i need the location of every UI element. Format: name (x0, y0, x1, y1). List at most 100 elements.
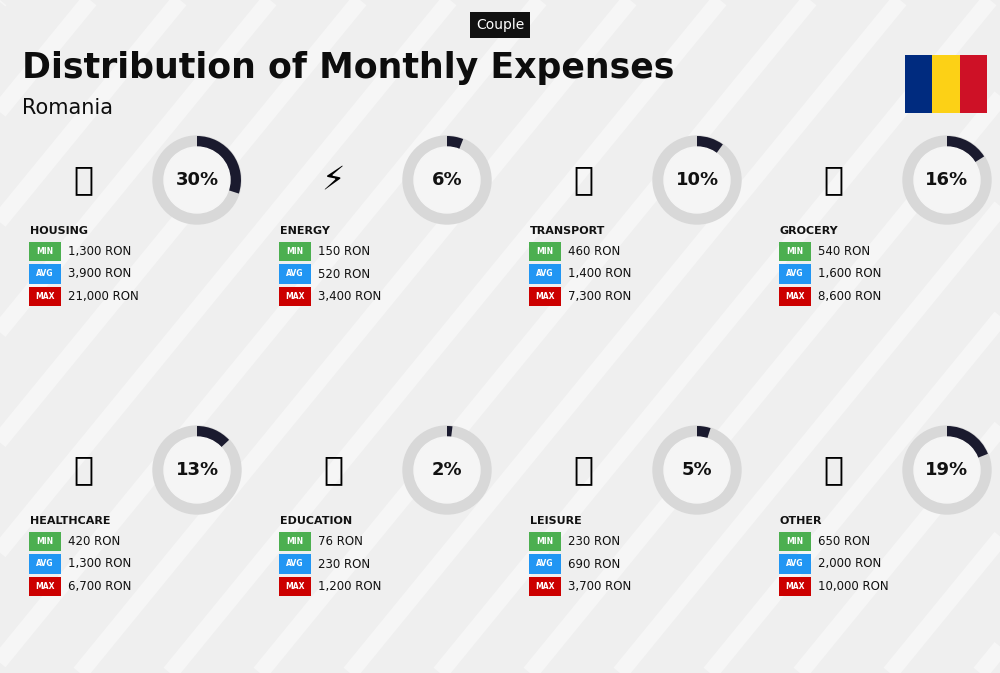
Text: 690 RON: 690 RON (568, 557, 620, 571)
Text: 650 RON: 650 RON (818, 535, 870, 548)
Text: 🛍: 🛍 (573, 454, 593, 487)
Text: MIN: MIN (536, 247, 554, 256)
Text: MIN: MIN (36, 537, 54, 546)
Circle shape (414, 147, 480, 213)
Text: MIN: MIN (536, 537, 554, 546)
Circle shape (153, 426, 241, 514)
Circle shape (653, 426, 741, 514)
Circle shape (153, 136, 241, 224)
Text: 420 RON: 420 RON (68, 535, 120, 548)
FancyBboxPatch shape (29, 287, 61, 306)
Text: 📚: 📚 (323, 454, 343, 487)
Text: 🩺: 🩺 (73, 454, 93, 487)
Text: 2,000 RON: 2,000 RON (818, 557, 881, 571)
Text: AVG: AVG (286, 269, 304, 279)
FancyBboxPatch shape (29, 264, 61, 284)
Text: MAX: MAX (35, 292, 55, 301)
Text: 1,300 RON: 1,300 RON (68, 557, 131, 571)
Text: ⚡: ⚡ (321, 164, 345, 197)
Text: 520 RON: 520 RON (318, 267, 370, 281)
FancyBboxPatch shape (279, 264, 311, 284)
Circle shape (914, 437, 980, 503)
Text: 19%: 19% (925, 461, 969, 479)
Text: MIN: MIN (36, 247, 54, 256)
Text: 230 RON: 230 RON (568, 535, 620, 548)
Text: 230 RON: 230 RON (318, 557, 370, 571)
FancyBboxPatch shape (29, 555, 61, 574)
Text: OTHER: OTHER (780, 516, 822, 526)
FancyBboxPatch shape (29, 242, 61, 261)
Text: 13%: 13% (175, 461, 219, 479)
Text: 1,600 RON: 1,600 RON (818, 267, 881, 281)
Circle shape (164, 147, 230, 213)
Text: 30%: 30% (175, 171, 219, 189)
Text: MAX: MAX (285, 292, 305, 301)
Text: AVG: AVG (786, 559, 804, 569)
Text: HOUSING: HOUSING (30, 226, 88, 236)
Text: MAX: MAX (285, 582, 305, 591)
Text: 3,700 RON: 3,700 RON (568, 580, 631, 593)
Text: Romania: Romania (22, 98, 113, 118)
FancyBboxPatch shape (779, 577, 811, 596)
FancyBboxPatch shape (779, 532, 811, 551)
Text: GROCERY: GROCERY (780, 226, 839, 236)
Text: MIN: MIN (786, 247, 804, 256)
Text: 🚌: 🚌 (573, 164, 593, 197)
Wedge shape (697, 136, 723, 153)
Text: LEISURE: LEISURE (530, 516, 582, 526)
Text: 8,600 RON: 8,600 RON (818, 290, 881, 303)
FancyBboxPatch shape (29, 577, 61, 596)
Circle shape (403, 136, 491, 224)
FancyBboxPatch shape (960, 55, 987, 113)
Text: MIN: MIN (786, 537, 804, 546)
Circle shape (664, 437, 730, 503)
Text: MAX: MAX (535, 582, 555, 591)
FancyBboxPatch shape (529, 264, 561, 284)
FancyBboxPatch shape (779, 287, 811, 306)
FancyBboxPatch shape (279, 242, 311, 261)
Circle shape (653, 136, 741, 224)
Text: ENERGY: ENERGY (280, 226, 330, 236)
Text: 3,900 RON: 3,900 RON (68, 267, 131, 281)
Circle shape (664, 147, 730, 213)
Text: MAX: MAX (785, 582, 805, 591)
FancyBboxPatch shape (279, 577, 311, 596)
FancyBboxPatch shape (529, 287, 561, 306)
Text: MIN: MIN (286, 247, 304, 256)
Text: EDUCATION: EDUCATION (280, 516, 352, 526)
Text: AVG: AVG (286, 559, 304, 569)
Circle shape (914, 147, 980, 213)
Text: 10%: 10% (675, 171, 719, 189)
Circle shape (414, 437, 480, 503)
Text: 7,300 RON: 7,300 RON (568, 290, 631, 303)
Text: Couple: Couple (476, 18, 524, 32)
Text: AVG: AVG (36, 269, 54, 279)
Circle shape (903, 136, 991, 224)
Text: 1,200 RON: 1,200 RON (318, 580, 381, 593)
Text: 16%: 16% (925, 171, 969, 189)
Text: 🛒: 🛒 (823, 164, 843, 197)
Wedge shape (947, 426, 988, 458)
Text: 76 RON: 76 RON (318, 535, 363, 548)
Text: 6%: 6% (432, 171, 462, 189)
Wedge shape (447, 426, 453, 437)
Circle shape (903, 426, 991, 514)
Text: 540 RON: 540 RON (818, 245, 870, 258)
Text: 21,000 RON: 21,000 RON (68, 290, 139, 303)
FancyBboxPatch shape (279, 287, 311, 306)
Text: 🏢: 🏢 (73, 164, 93, 197)
Text: 150 RON: 150 RON (318, 245, 370, 258)
Text: AVG: AVG (786, 269, 804, 279)
Text: HEALTHCARE: HEALTHCARE (30, 516, 110, 526)
FancyBboxPatch shape (279, 532, 311, 551)
Text: AVG: AVG (536, 559, 554, 569)
Text: MAX: MAX (785, 292, 805, 301)
FancyBboxPatch shape (529, 577, 561, 596)
FancyBboxPatch shape (529, 532, 561, 551)
FancyBboxPatch shape (779, 242, 811, 261)
Text: 1,300 RON: 1,300 RON (68, 245, 131, 258)
Text: MAX: MAX (535, 292, 555, 301)
Text: 👜: 👜 (823, 454, 843, 487)
FancyBboxPatch shape (779, 264, 811, 284)
Wedge shape (197, 136, 241, 194)
